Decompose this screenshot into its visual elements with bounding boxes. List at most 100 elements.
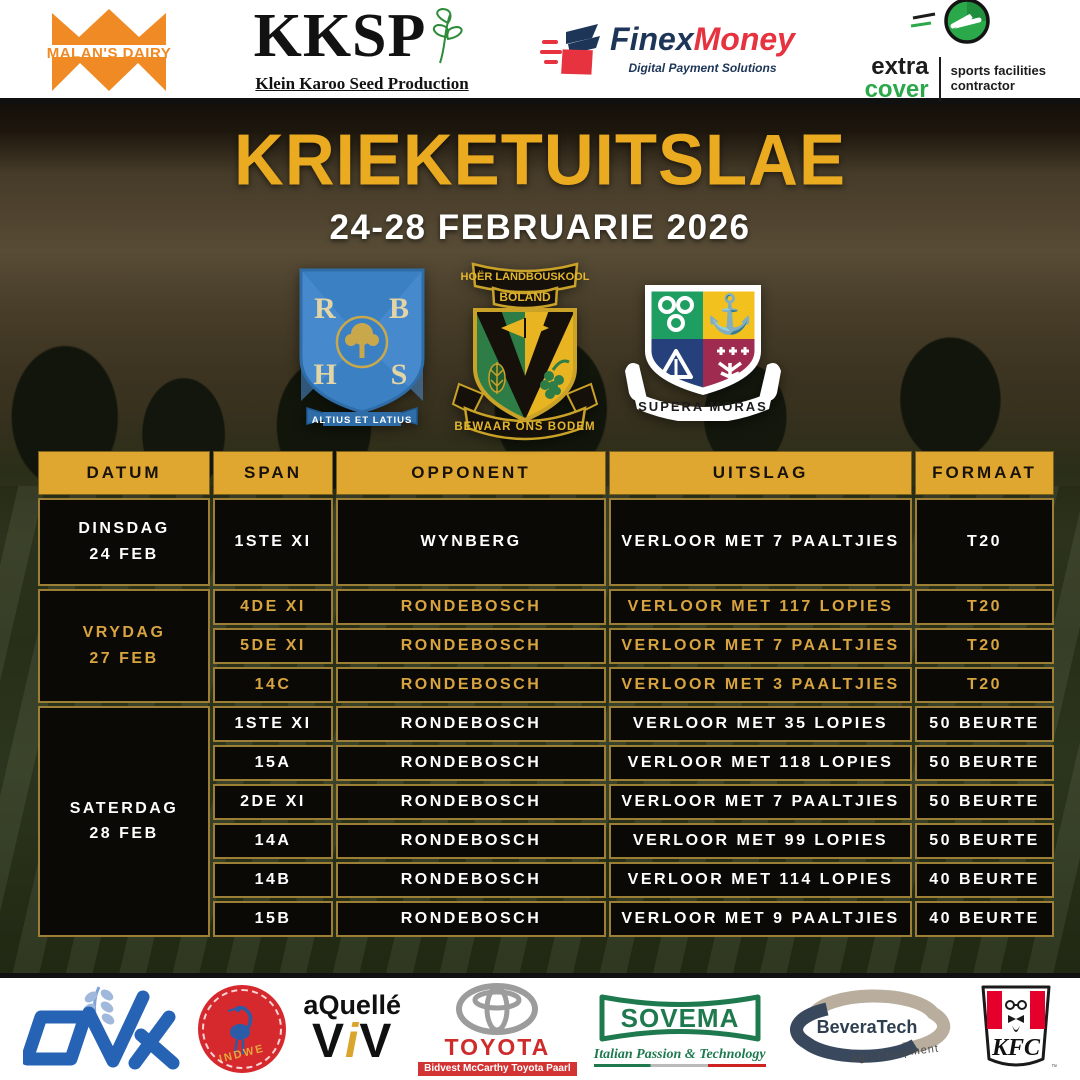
beveratech-swirl-navy: [789, 1002, 919, 1063]
poster-date-range: 24-28 FEBRUARIE 2026: [329, 208, 751, 248]
rondebosch-crest: R B H S ALTIUS ET LATIUS: [293, 266, 431, 434]
extra-cover-sub1: sports facilities: [950, 63, 1046, 79]
kfc-wordmark: KFC: [991, 1035, 1041, 1061]
aquelle-viv-logo: aQuellé ViV: [303, 990, 401, 1069]
sovema-logo: SOVEMA Italian Passion & Technology: [593, 991, 766, 1067]
results-table: DATUM SPAN OPPONENT UITSLAG FORMAAT DINS…: [35, 448, 1057, 939]
table-row: 14C RONDEBOSCH VERLOOR MET 3 PAALTJIES T…: [38, 666, 1054, 703]
wynberg-motto: SUPERA MORAS: [638, 399, 768, 414]
col-header-datum: DATUM: [38, 451, 210, 496]
formaat-cell: 40 BEURTE: [915, 900, 1054, 937]
malans-dairy-logo: MALAN'S DAIRY: [34, 1, 184, 97]
opponent-cell: RONDEBOSCH: [336, 705, 606, 742]
col-header-span: SPAN: [213, 451, 333, 496]
opponent-cell: RONDEBOSCH: [336, 666, 606, 703]
wynberg-anchor-icon: ⚓: [706, 292, 753, 336]
rbhs-letter-s: S: [391, 358, 408, 391]
datum-cell-dinsdag: DINSDAG 24 FEB: [38, 498, 210, 586]
wynberg-crest: ⚓ SUPERA MORAS: [619, 279, 787, 422]
hero-background-photo: KRIEKETUITSLAE 24-28 FEBRUARIE 2026 R B …: [0, 104, 1080, 973]
ovk-logo: [20, 983, 181, 1075]
poster-title: KRIEKETUITSLAE: [233, 119, 847, 201]
table-row: SATERDAG 28 FEB 1STE XI RONDEBOSCH VERLO…: [38, 705, 1054, 937]
table-row: 15B RONDEBOSCH VERLOOR MET 9 PAALTJIES 4…: [38, 900, 1054, 937]
uitslag-cell: VERLOOR MET 114 LOPIES: [609, 861, 912, 898]
opponent-cell: RONDEBOSCH: [336, 783, 606, 820]
beveratech-tagline: Agri Equipment: [849, 1043, 939, 1066]
boland-banner1: HOËR LANDBOUSKOOL: [461, 270, 590, 283]
formaat-cell: T20: [915, 666, 1054, 703]
indwe-crane-icon: [228, 1005, 253, 1055]
opponent-cell: RONDEBOSCH: [336, 744, 606, 781]
formaat-cell: 40 BEURTE: [915, 861, 1054, 898]
rbhs-motto: ALTIUS ET LATIUS: [312, 415, 413, 426]
span-cell: 4DE XI: [213, 588, 333, 625]
opponent-cell: RONDEBOSCH: [336, 861, 606, 898]
aquelle-wordmark: aQuellé: [303, 990, 401, 1021]
span-cell: 1STE XI: [213, 498, 333, 586]
sovema-tagline: Italian Passion & Technology: [593, 1047, 766, 1067]
top-sponsor-band: MALAN'S DAIRY KKSP Klein Karoo Seed Prod…: [0, 0, 1080, 104]
datum-cell-vrydag: VRYDAG 27 FEB: [38, 588, 210, 703]
school-crests-row: R B H S ALTIUS ET LATIUS: [0, 258, 1080, 442]
viv-wordmark: ViV: [312, 1015, 393, 1069]
uitslag-cell: VERLOOR MET 7 PAALTJIES: [609, 498, 912, 586]
col-header-opponent: OPPONENT: [336, 451, 606, 496]
bottom-sponsor-band: INDWE aQuellé ViV TOYOTA Bidvest McCarth…: [0, 973, 1080, 1080]
uitslag-cell: VERLOOR MET 7 PAALTJIES: [609, 627, 912, 664]
uitslag-cell: VERLOOR MET 118 LOPIES: [609, 744, 912, 781]
extra-cover-divider: [938, 57, 941, 101]
table-row: 15A RONDEBOSCH VERLOOR MET 118 LOPIES 50…: [38, 744, 1054, 781]
formaat-cell: 50 BEURTE: [915, 822, 1054, 859]
extra-cover-word2: cover: [864, 76, 929, 103]
beveratech-swirl-tan: [807, 989, 950, 1056]
formaat-cell: T20: [915, 498, 1054, 586]
uitslag-cell: VERLOOR MET 7 PAALTJIES: [609, 783, 912, 820]
extra-cover-ball-icon: [911, 0, 991, 44]
datum-cell-saterdag: SATERDAG 28 FEB: [38, 705, 210, 937]
indwe-logo: INDWE: [198, 985, 287, 1073]
table-row: 14B RONDEBOSCH VERLOOR MET 114 LOPIES 40…: [38, 861, 1054, 898]
boland-banner2: BOLAND: [499, 290, 551, 304]
toyota-logo: TOYOTA Bidvest McCarthy Toyota Paarl: [418, 982, 577, 1076]
col-header-formaat: FORMAAT: [915, 451, 1054, 496]
finex-word2: Money: [693, 21, 795, 57]
boland-crest: HOËR LANDBOUSKOOL BOLAND: [449, 258, 601, 442]
results-table-container: DATUM SPAN OPPONENT UITSLAG FORMAAT DINS…: [0, 442, 1080, 939]
extra-cover-logo: extra cover sports facilities contractor: [865, 0, 1046, 102]
rbhs-letter-b: B: [389, 292, 409, 325]
indwe-label: INDWE: [218, 1042, 267, 1066]
kfc-tm: ™: [1051, 1064, 1057, 1071]
kfc-logo: KFC ™: [975, 983, 1057, 1075]
kksp-plant-icon: [433, 7, 463, 63]
opponent-cell: RONDEBOSCH: [336, 822, 606, 859]
formaat-cell: T20: [915, 627, 1054, 664]
kksp-subtitle: Klein Karoo Seed Production: [255, 73, 469, 93]
ovk-letter-o: [20, 1010, 92, 1066]
ovk-letter-k: [128, 1010, 180, 1070]
formaat-cell: 50 BEURTE: [915, 744, 1054, 781]
beveratech-wordmark: BeveraTech: [816, 1017, 917, 1037]
ovk-letter-v: [82, 990, 150, 1068]
span-cell: 1STE XI: [213, 705, 333, 742]
table-row: 2DE XI RONDEBOSCH VERLOOR MET 7 PAALTJIE…: [38, 783, 1054, 820]
span-cell: 14B: [213, 861, 333, 898]
kksp-logo: KKSP Klein Karoo Seed Production: [254, 5, 471, 93]
opponent-cell: WYNBERG: [336, 498, 606, 586]
span-cell: 15B: [213, 900, 333, 937]
boland-motto: BEWAAR ONS BODEM: [454, 421, 595, 433]
span-cell: 2DE XI: [213, 783, 333, 820]
uitslag-cell: VERLOOR MET 117 LOPIES: [609, 588, 912, 625]
finexmoney-logo: FinexMoney Digital Payment Solutions: [540, 18, 795, 80]
table-row: 14A RONDEBOSCH VERLOOR MET 99 LOPIES 50 …: [38, 822, 1054, 859]
table-row: VRYDAG 27 FEB 4DE XI RONDEBOSCH VERLOOR …: [38, 588, 1054, 703]
uitslag-cell: VERLOOR MET 99 LOPIES: [609, 822, 912, 859]
toyota-wordmark: TOYOTA: [444, 1033, 551, 1060]
table-row: 5DE XI RONDEBOSCH VERLOOR MET 7 PAALTJIE…: [38, 627, 1054, 664]
toyota-dealer-banner: Bidvest McCarthy Toyota Paarl: [418, 1061, 577, 1076]
rbhs-letter-h: H: [313, 358, 336, 391]
span-cell: 5DE XI: [213, 627, 333, 664]
beveratech-logo: BeveraTech Agri Equipment: [783, 987, 958, 1071]
formaat-cell: 50 BEURTE: [915, 705, 1054, 742]
finexmoney-wallet-icon: [540, 24, 601, 75]
